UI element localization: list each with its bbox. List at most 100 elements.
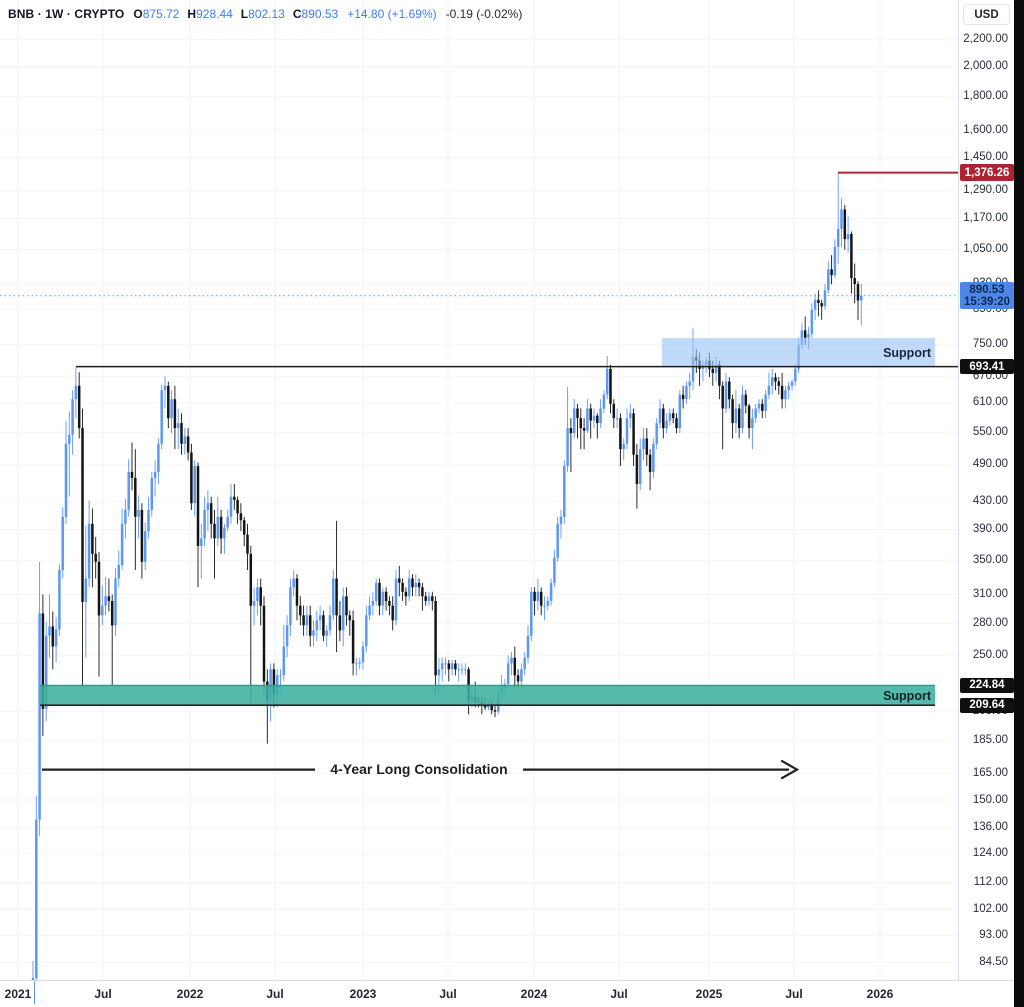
candle-body xyxy=(450,663,454,670)
candle-body xyxy=(734,408,738,424)
candle-body xyxy=(150,477,154,510)
candle-wick xyxy=(712,360,714,386)
candle-wick xyxy=(722,381,724,450)
price-chart[interactable]: Support Support 4-Year Long Consolidation xyxy=(0,0,958,980)
candle-body xyxy=(823,290,827,307)
candle-body xyxy=(140,509,144,562)
candle-body xyxy=(652,443,655,472)
candle-body xyxy=(718,364,721,386)
candle-body xyxy=(394,578,398,621)
price-tick-label: 310.00 xyxy=(972,588,1008,600)
candle-body xyxy=(302,615,305,626)
candle-body xyxy=(427,596,431,601)
candle-body xyxy=(827,269,830,291)
candle-body xyxy=(180,423,183,444)
candle-body xyxy=(236,499,239,514)
candle-body xyxy=(81,428,84,602)
candle-body xyxy=(605,368,609,395)
candle-body xyxy=(61,516,64,571)
price-badge: 693.41 xyxy=(960,359,1014,375)
legend-ohlc: O875.72 H928.44 L802.13 C890.53 xyxy=(133,7,338,21)
candle-body xyxy=(315,620,319,631)
candle-body xyxy=(84,578,88,602)
price-tick-label: 112.00 xyxy=(973,876,1008,889)
candle-body xyxy=(572,408,576,434)
candle-body xyxy=(457,669,460,671)
candle-body xyxy=(447,663,451,670)
symbol-title[interactable]: BNB · 1W · CRYPTO xyxy=(8,7,125,21)
price-tick-label: 250.00 xyxy=(972,648,1008,661)
candle-body xyxy=(790,381,794,386)
candle-body xyxy=(813,299,817,310)
candle-wick xyxy=(154,460,156,497)
legend-ohlc-value: O875.72 xyxy=(133,7,180,21)
candle-wick xyxy=(359,657,361,670)
candle-body xyxy=(272,669,276,695)
candle-wick xyxy=(751,408,753,450)
candle-body xyxy=(592,415,596,421)
candle-body xyxy=(434,601,437,676)
candle-wick xyxy=(857,281,859,320)
candle-body xyxy=(153,471,157,478)
support-zone-upper[interactable]: Support xyxy=(662,338,935,367)
candle-body xyxy=(612,403,616,419)
candle-body xyxy=(160,390,163,444)
price-tick-label: 165.00 xyxy=(972,766,1008,779)
time-tick-label: Jul xyxy=(439,987,457,1001)
currency-toggle-button[interactable]: USD xyxy=(963,4,1010,25)
candle-body xyxy=(800,330,804,346)
candle-body xyxy=(777,381,781,386)
price-tick-label: 93.00 xyxy=(979,928,1008,941)
candle-body xyxy=(546,601,550,606)
candle-body xyxy=(761,403,764,411)
candle-body xyxy=(609,368,612,404)
consolidation-arrow[interactable]: 4-Year Long Consolidation xyxy=(42,760,800,780)
price-tick-label: 1,170.00 xyxy=(963,212,1008,224)
candle-body xyxy=(68,434,71,444)
candle-body xyxy=(322,615,325,636)
candle-body xyxy=(853,278,856,285)
candle-body xyxy=(681,394,685,400)
candle-body xyxy=(190,452,193,504)
time-tick-label: 2022 xyxy=(176,987,204,1001)
candle-body xyxy=(553,557,556,583)
time-axis[interactable]: 2021 Jul 2022 Jul 2023 Jul 2024 Jul 2025 Jul 2026 xyxy=(0,980,1014,1007)
candle-body xyxy=(645,438,649,455)
candle-body xyxy=(374,582,378,601)
candle-body xyxy=(325,630,328,636)
support-zone-lower[interactable]: Support xyxy=(40,684,935,707)
candle-body xyxy=(579,418,583,429)
time-tick-label: Jul xyxy=(610,987,628,1001)
candle-body xyxy=(691,356,695,382)
candle-body xyxy=(754,408,757,419)
candle-body xyxy=(407,578,411,597)
candle-body xyxy=(328,615,332,631)
candle-wick xyxy=(349,610,351,636)
candle-body xyxy=(120,523,124,566)
candle-body xyxy=(599,408,602,424)
candle-body xyxy=(38,613,41,820)
candle-body xyxy=(289,587,292,626)
candle-body xyxy=(856,284,860,301)
candle-body xyxy=(335,578,338,616)
candle-body xyxy=(714,364,718,373)
time-tick-label: 2021 xyxy=(4,987,32,1001)
candle-wick xyxy=(448,660,450,682)
candle-body xyxy=(71,399,74,435)
candle-wick xyxy=(788,381,790,400)
candle-body xyxy=(830,269,833,276)
candle-body xyxy=(167,385,170,419)
candle-body xyxy=(820,303,823,307)
candle-body xyxy=(196,466,200,546)
candle-body xyxy=(460,669,464,671)
legend-ohlc-value: H928.44 xyxy=(187,7,233,21)
candle-body xyxy=(332,578,335,616)
candle-body xyxy=(176,423,180,429)
price-axis[interactable]: USD 2,200.00 2,000.00 1,800.00 1,600.00 1,45… xyxy=(958,0,1014,980)
candle-body xyxy=(94,553,97,562)
candle-body xyxy=(810,309,814,335)
time-tick-label: Jul xyxy=(266,987,284,1001)
candle-body xyxy=(398,578,401,583)
candle-body xyxy=(843,209,847,240)
candle-body xyxy=(58,570,61,630)
